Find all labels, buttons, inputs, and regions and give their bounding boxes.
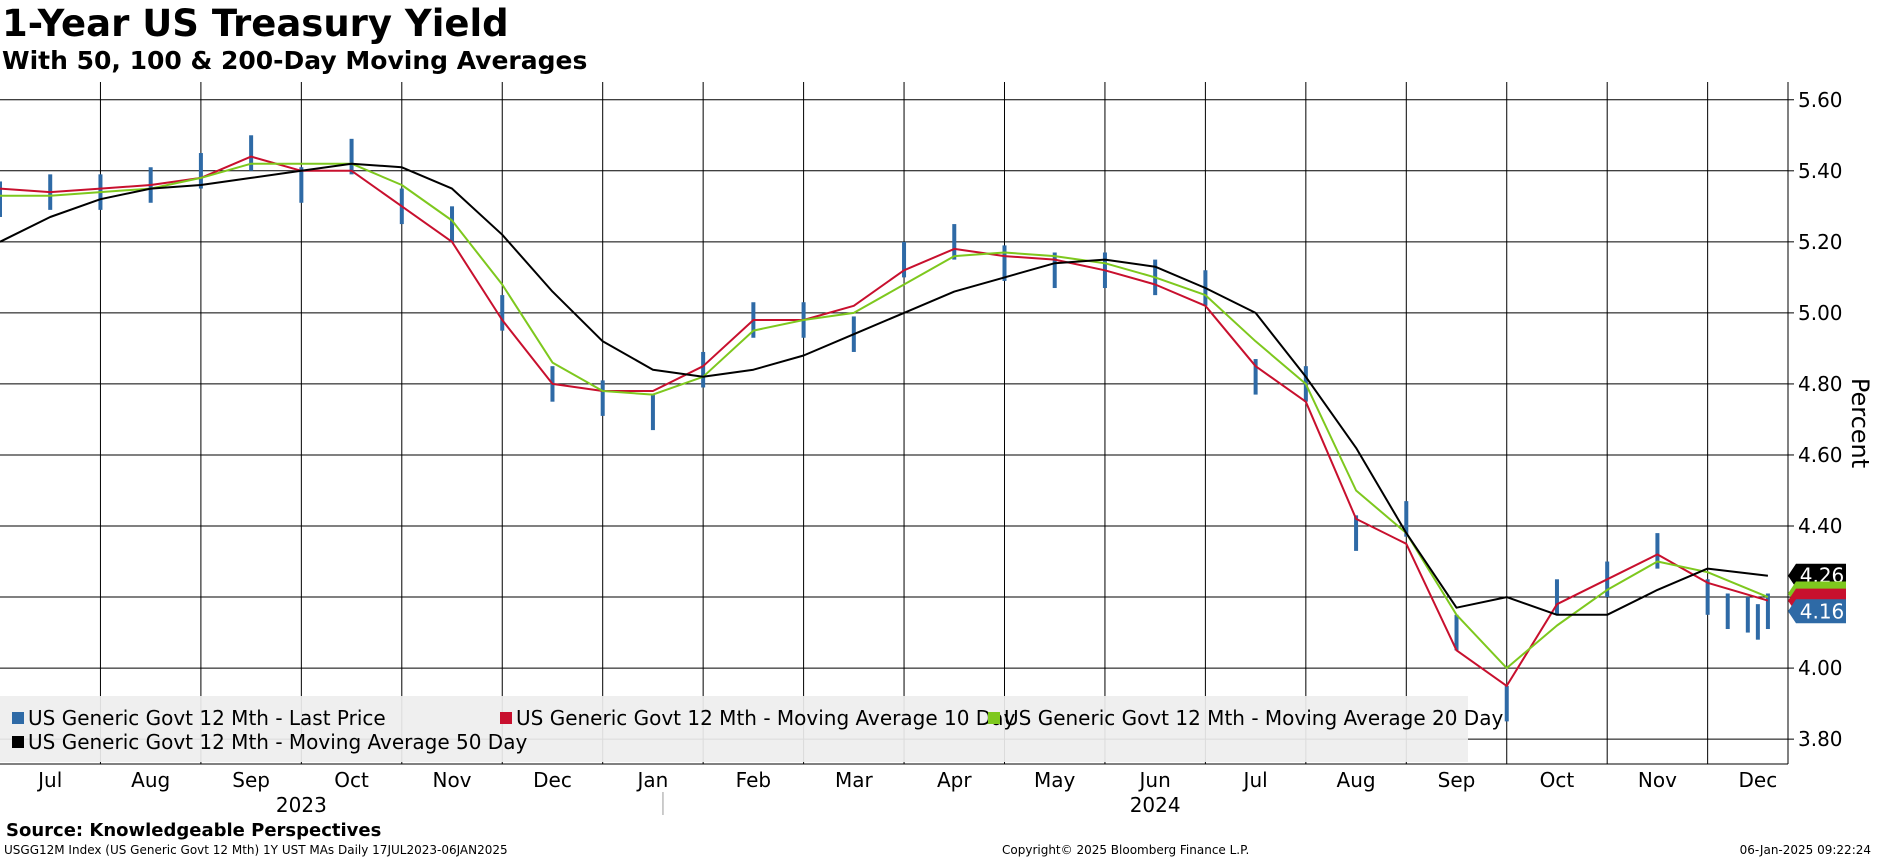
- x-tick-label: Apr: [937, 768, 972, 792]
- chart-title: 1-Year US Treasury Yield: [2, 2, 509, 45]
- series-line-ma20: [0, 162, 1769, 670]
- price-bar: [650, 394, 655, 431]
- legend-item-last-price: US Generic Govt 12 Mth - Last Price: [12, 706, 386, 730]
- series-line-ma10: [0, 155, 1769, 687]
- price-bar: [902, 241, 907, 278]
- y-tick-label: 5.20: [1798, 230, 1843, 254]
- y-tick-label: 5.00: [1798, 301, 1843, 325]
- price-bar: [1725, 593, 1730, 630]
- timestamp: 06-Jan-2025 09:22:24: [1739, 843, 1871, 857]
- price-bar: [1404, 501, 1409, 537]
- x-tick-label: Nov: [432, 768, 471, 792]
- price-bar: [701, 351, 706, 388]
- legend-swatch-ma10: [500, 712, 512, 724]
- x-tick-label: Jul: [1242, 768, 1268, 792]
- legend-swatch-last-price: [12, 712, 24, 724]
- y-tick-label: 5.40: [1798, 159, 1843, 183]
- price-bar: [198, 153, 203, 189]
- end-value-label-last_price: 4.16: [1800, 599, 1845, 623]
- x-tick-label: Mar: [835, 768, 874, 792]
- y-tick-label: 5.60: [1798, 88, 1843, 112]
- copyright-note: Copyright© 2025 Bloomberg Finance L.P.: [1002, 843, 1250, 857]
- legend-swatch-ma50: [12, 736, 24, 748]
- end-value-tag-last_price: [1788, 599, 1846, 624]
- legend-item-ma20: US Generic Govt 12 Mth - Moving Average …: [988, 706, 1503, 730]
- x-tick-label: Jan: [635, 768, 668, 792]
- index-description: USGG12M Index (US Generic Govt 12 Mth) 1…: [4, 843, 508, 857]
- grid-layer: [0, 82, 1788, 764]
- price-bar: [1745, 597, 1750, 633]
- year-label: 2024: [1130, 793, 1181, 817]
- price-bar: [249, 135, 254, 171]
- x-tick-label: Dec: [533, 768, 572, 792]
- moving-average-lines-layer: [0, 155, 1769, 687]
- legend-label-ma20: US Generic Govt 12 Mth - Moving Average …: [1004, 706, 1504, 730]
- legend-label-last-price: US Generic Govt 12 Mth - Last Price: [28, 706, 386, 730]
- x-tick-label: Aug: [131, 768, 170, 792]
- price-bar: [500, 295, 505, 331]
- y-tick-label: 3.80: [1798, 727, 1843, 751]
- price-bar: [450, 206, 455, 242]
- x-tick-label: Feb: [736, 768, 771, 792]
- price-bar: [1705, 579, 1710, 615]
- x-tick-label: Oct: [1540, 768, 1575, 792]
- price-bars-layer: [0, 135, 1770, 722]
- y-axis-title: Percent: [1846, 378, 1874, 468]
- price-bar: [952, 224, 957, 260]
- price-bar: [1002, 245, 1007, 281]
- price-bar: [1253, 359, 1258, 395]
- price-bar: [600, 380, 605, 416]
- chart-subtitle: With 50, 100 & 200-Day Moving Averages: [2, 46, 588, 75]
- price-bar: [0, 181, 2, 217]
- axis-layer: 3.80 4.00 4.40 4.60 4.80 5.00 5.20 5.40 5.60 Jul A…: [0, 82, 1874, 817]
- price-bar: [1052, 252, 1057, 289]
- end-value-labels-layer: 4.264.16: [1788, 563, 1846, 624]
- x-tick-label: Dec: [1739, 768, 1778, 792]
- year-label: 2023: [276, 793, 327, 817]
- price-bar: [1765, 593, 1770, 630]
- series-line-ma50: [0, 162, 1769, 616]
- y-tick-label: 4.80: [1798, 372, 1843, 396]
- x-tick-label: Sep: [232, 768, 270, 792]
- x-tick-label: Aug: [1337, 768, 1376, 792]
- x-tick-label: May: [1034, 768, 1076, 792]
- x-tick-label: Jul: [36, 768, 62, 792]
- price-bar: [1554, 579, 1559, 615]
- legend-item-ma50: US Generic Govt 12 Mth - Moving Average …: [12, 730, 527, 754]
- y-tick-label: 4.60: [1798, 443, 1843, 467]
- price-bar: [1354, 515, 1359, 551]
- price-bar: [1454, 614, 1459, 651]
- source-note: Source: Knowledgeable Perspectives: [6, 820, 382, 841]
- legend-label-ma10: US Generic Govt 12 Mth - Moving Average …: [516, 706, 1016, 730]
- price-bar: [1755, 604, 1760, 640]
- legend-swatch-ma20: [988, 712, 1000, 724]
- x-tick-label: Sep: [1438, 768, 1476, 792]
- legend-label-ma50: US Generic Govt 12 Mth - Moving Average …: [28, 730, 528, 754]
- x-tick-label: Oct: [334, 768, 369, 792]
- y-tick-label: 4.00: [1798, 656, 1843, 680]
- price-bar: [1655, 533, 1660, 569]
- x-tick-label: Jun: [1138, 768, 1171, 792]
- price-bar: [1504, 685, 1509, 722]
- x-tick-label: Nov: [1638, 768, 1677, 792]
- y-tick-label: 4.40: [1798, 514, 1843, 538]
- price-bar: [299, 167, 304, 203]
- legend-item-ma10: US Generic Govt 12 Mth - Moving Average …: [500, 706, 1015, 730]
- price-bar: [349, 138, 354, 175]
- legend: [0, 696, 1468, 762]
